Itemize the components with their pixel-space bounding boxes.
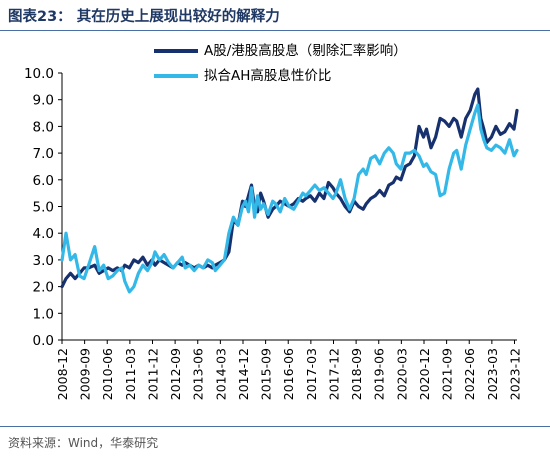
y-tick-label: 1.0 bbox=[33, 306, 54, 322]
y-tick-label: 3.0 bbox=[33, 253, 54, 269]
x-tick-label: 2017-03 bbox=[304, 348, 319, 400]
y-tick-label: 10.0 bbox=[24, 66, 54, 82]
x-tick-label: 2016-06 bbox=[281, 348, 296, 400]
x-tick-label: 2018-09 bbox=[349, 348, 364, 400]
x-tick-label: 2017-12 bbox=[326, 348, 341, 400]
y-tick-label: 0.0 bbox=[33, 333, 54, 349]
x-tick-label: 2020-03 bbox=[394, 348, 409, 400]
y-tick-label: 6.0 bbox=[33, 173, 54, 189]
x-tick-label: 2012-09 bbox=[168, 348, 183, 400]
figure-title: 图表23： 其在历史上展现出较好的解释力 bbox=[8, 9, 280, 25]
x-tick-label: 2009-09 bbox=[78, 348, 93, 400]
x-tick-label: 2023-03 bbox=[485, 348, 500, 400]
series-line-ah-fit bbox=[60, 103, 519, 294]
y-tick-label: 2.0 bbox=[33, 280, 54, 296]
legend-item-ah-fit: 拟合AH高股息性价比 bbox=[154, 67, 331, 84]
x-tick-label: 2021-09 bbox=[440, 348, 455, 400]
figure-title-bar: 图表23： 其在历史上展现出较好的解释力 bbox=[0, 0, 550, 31]
y-tick-label: 9.0 bbox=[33, 93, 54, 109]
source-note: 资料来源：Wind，华泰研究 bbox=[8, 436, 159, 450]
x-tick-label: 2020-12 bbox=[417, 348, 432, 400]
y-tick-label: 7.0 bbox=[33, 146, 54, 162]
x-tick-label: 2014-12 bbox=[236, 348, 251, 400]
x-tick-label: 2022-06 bbox=[462, 348, 477, 400]
x-tick-label: 2013-06 bbox=[191, 348, 206, 400]
chart-axes: 0.0 1.0 2.0 3.0 4.0 5.0 6.0 7.0 8.0 9.0 10.0 2008-1… bbox=[24, 66, 523, 400]
series-line-a-share-hk bbox=[60, 87, 519, 289]
source-bar: 资料来源：Wind，华泰研究 bbox=[0, 426, 550, 460]
x-tick-label: 2011-12 bbox=[145, 348, 160, 400]
y-tick-label: 5.0 bbox=[33, 200, 54, 216]
x-tick-label: 2011-03 bbox=[123, 348, 138, 400]
line-chart: 0.0 1.0 2.0 3.0 4.0 5.0 6.0 7.0 8.0 9.0 10.0 2008-1… bbox=[24, 42, 523, 400]
y-tick-label: 4.0 bbox=[33, 226, 54, 242]
x-tick-label: 2015-09 bbox=[259, 348, 274, 400]
legend-item-a-share: A股/港股高股息（剔除汇率影响） bbox=[154, 42, 407, 59]
x-tick-label: 2008-12 bbox=[55, 348, 70, 400]
legend-label-ah-fit: 拟合AH高股息性价比 bbox=[204, 67, 331, 84]
legend-label-a-share: A股/港股高股息（剔除汇率影响） bbox=[204, 42, 407, 59]
series-layer bbox=[60, 87, 519, 294]
x-tick-label: 2014-03 bbox=[213, 348, 228, 400]
x-tick-label: 2010-06 bbox=[100, 348, 115, 400]
chart-legend: A股/港股高股息（剔除汇率影响） 拟合AH高股息性价比 bbox=[154, 42, 407, 84]
y-tick-label: 8.0 bbox=[33, 119, 54, 135]
x-tick-label: 2019-06 bbox=[372, 348, 387, 400]
x-tick-label: 2023-12 bbox=[507, 348, 522, 400]
